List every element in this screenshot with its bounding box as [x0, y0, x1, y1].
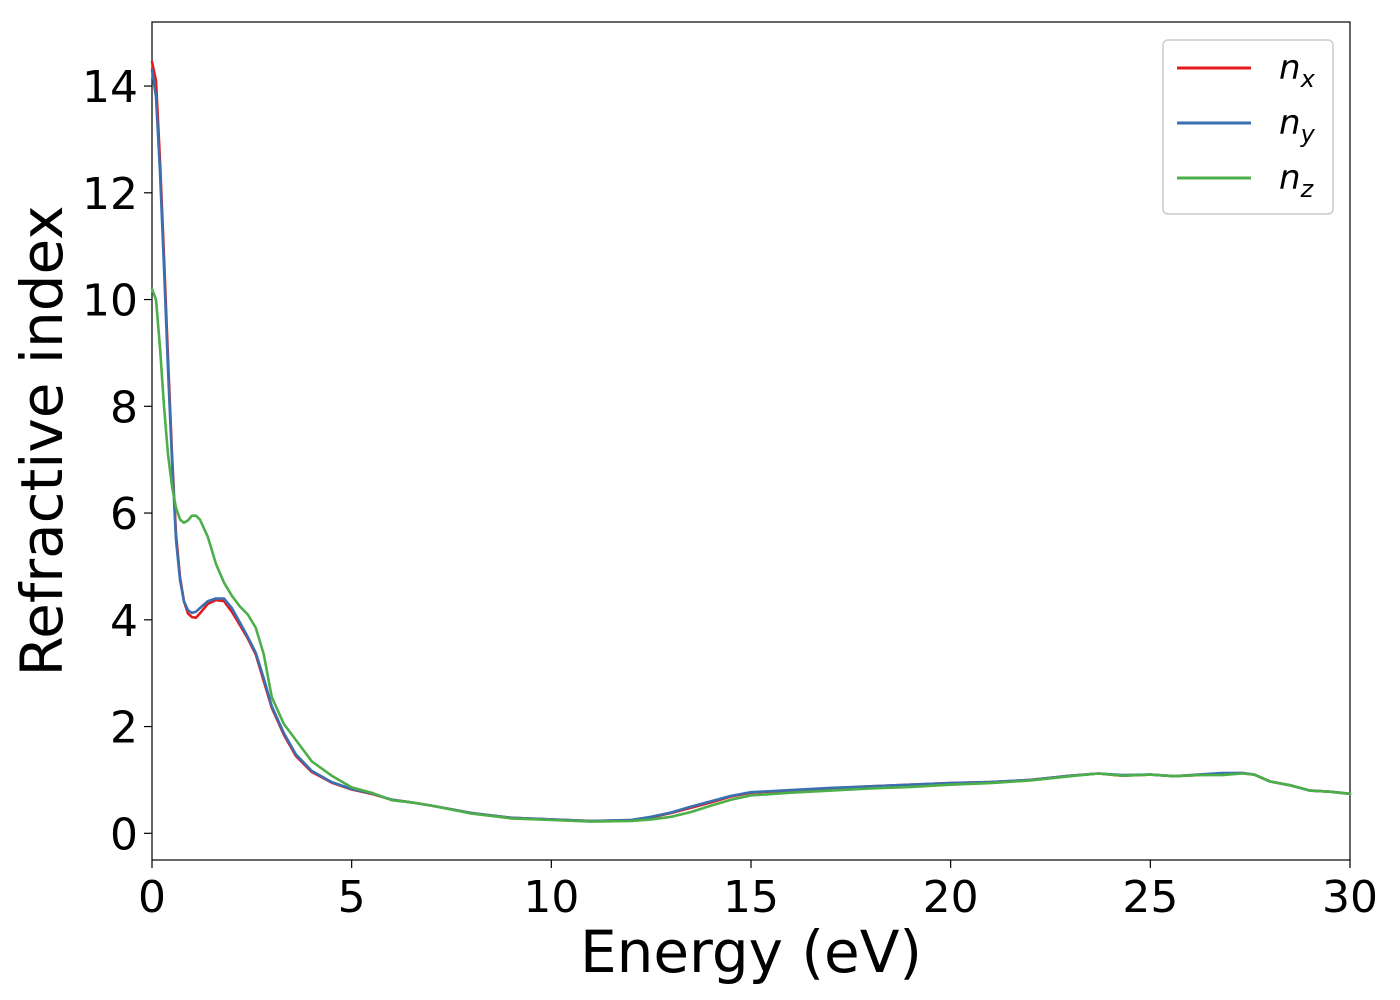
x-tick-label: 0: [138, 872, 166, 923]
plot-frame: [151, 21, 1351, 861]
y-axis-title: Refractive index: [8, 205, 76, 676]
x-tick-label: 25: [1122, 872, 1178, 923]
x-tick-label: 15: [723, 872, 779, 923]
legend-label-subscript: z: [1300, 175, 1315, 203]
y-tick-label: 8: [110, 382, 138, 433]
legend-label-subscript: x: [1300, 65, 1316, 93]
legend-label-base: n: [1279, 48, 1301, 88]
x-axis-title: Energy (eV): [580, 918, 922, 986]
y-axis-ticks: 0 2 4 6 8 10 12 14: [82, 62, 152, 860]
y-tick-label: 4: [110, 596, 138, 647]
series-line-nz: [150, 287, 1352, 823]
legend-label-nx: nx: [1279, 48, 1316, 93]
legend-box: [1162, 39, 1334, 215]
x-tick-label: 5: [338, 872, 366, 923]
legend-label-subscript: y: [1300, 120, 1316, 148]
y-tick-label: 6: [110, 489, 138, 540]
y-tick-label: 10: [82, 276, 138, 327]
legend-label-nz: nz: [1279, 158, 1315, 203]
x-tick-label: 20: [923, 872, 979, 923]
legend-label-base: n: [1279, 103, 1301, 143]
y-tick-label: 14: [82, 62, 138, 113]
x-tick-label: 10: [523, 872, 579, 923]
series-layer: [150, 60, 1352, 823]
y-tick-label: 2: [110, 703, 138, 754]
x-tick-label: 30: [1322, 872, 1378, 923]
legend-label-base: n: [1279, 158, 1301, 198]
y-tick-label: 0: [110, 809, 138, 860]
x-axis-ticks: 0 5 10 15 20 25 30: [138, 860, 1378, 923]
legend-label-ny: ny: [1279, 103, 1316, 148]
y-tick-label: 12: [82, 169, 138, 220]
